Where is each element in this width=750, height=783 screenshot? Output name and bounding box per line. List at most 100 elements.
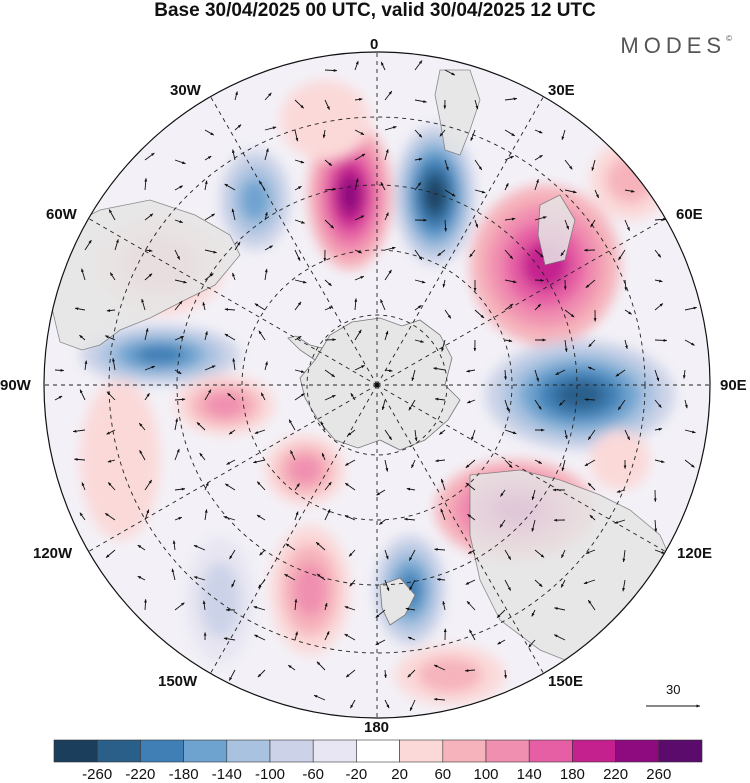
wind-vector xyxy=(350,392,356,401)
wind-vector xyxy=(257,669,266,678)
wind-vector xyxy=(344,515,356,521)
colorbar-swatch xyxy=(53,739,98,763)
wind-vector xyxy=(354,129,365,136)
wind-vector xyxy=(555,369,566,376)
colorbar-swatch xyxy=(183,739,228,763)
wind-vector xyxy=(588,339,596,348)
wind-vector xyxy=(504,369,507,380)
colorbar-swatch xyxy=(528,739,573,763)
wind-vector xyxy=(587,429,596,441)
wind-vector xyxy=(294,369,305,373)
wind-vector xyxy=(534,459,543,464)
wind-vector xyxy=(504,129,516,137)
wind-vector xyxy=(144,328,149,341)
wind-vector xyxy=(464,669,476,672)
wind-vector xyxy=(224,483,236,491)
wind-vector xyxy=(264,148,269,161)
wind-vector xyxy=(380,299,386,311)
wind-vector xyxy=(324,99,330,110)
wind-vector xyxy=(324,630,330,641)
wind-vector xyxy=(499,519,506,528)
wind-vector xyxy=(470,129,476,142)
wind-vector xyxy=(531,519,536,532)
wind-vector xyxy=(204,155,212,161)
colorbar-tick-label: 60 xyxy=(434,766,452,783)
wind-vector xyxy=(587,599,596,611)
wind-vector xyxy=(254,429,266,434)
wind-vector xyxy=(107,482,116,491)
wind-vector xyxy=(204,129,215,136)
anomaly-contour xyxy=(134,345,186,365)
wind-vector xyxy=(409,699,416,712)
wind-vector xyxy=(474,219,479,228)
colorbar-swatch xyxy=(356,739,400,763)
wind-vector xyxy=(624,429,631,441)
wind-vector xyxy=(106,429,116,435)
wind-vector xyxy=(440,508,446,521)
wind-vector xyxy=(534,399,542,410)
wind-vector xyxy=(256,514,266,521)
wind-vector xyxy=(497,639,506,645)
map-title: Base 30/04/2025 00 UTC, valid 30/04/2025… xyxy=(154,0,596,21)
wind-vector xyxy=(264,92,272,101)
wind-vector xyxy=(344,606,356,611)
wind-vector xyxy=(174,448,180,461)
wind-vector xyxy=(347,429,356,436)
wind-vector xyxy=(444,69,456,76)
wind-vector xyxy=(564,309,575,318)
lon-label-150w: 150W xyxy=(158,673,198,690)
graticule xyxy=(44,52,710,718)
wind-vector xyxy=(144,365,156,371)
wind-vector xyxy=(349,579,356,587)
wind-vector xyxy=(384,669,387,679)
wind-vector xyxy=(561,129,566,141)
anomaly-contour xyxy=(555,380,605,410)
wind-vector xyxy=(294,219,305,224)
wind-vector xyxy=(624,219,630,231)
wind-vector xyxy=(234,241,241,251)
wind-vector xyxy=(79,389,86,401)
wind-vector xyxy=(84,239,92,251)
wind-vector xyxy=(384,330,389,341)
wind-vector xyxy=(380,61,386,71)
wind-vector xyxy=(618,249,626,261)
wind-vector xyxy=(354,329,362,341)
lon-label-30e: 30E xyxy=(548,82,575,99)
wind-vector xyxy=(654,549,666,554)
wind-vector xyxy=(433,697,446,701)
wind-vector xyxy=(467,549,476,554)
wind-vector xyxy=(324,602,328,611)
wind-vector xyxy=(560,249,566,257)
wind-vector xyxy=(54,368,65,372)
wind-vector xyxy=(469,629,476,641)
anomaly-contour xyxy=(417,657,483,693)
wind-vector xyxy=(434,397,446,401)
wind-vector xyxy=(174,335,185,341)
wind-vector xyxy=(174,516,183,521)
wind-vector xyxy=(258,330,266,341)
wind-vector xyxy=(202,600,206,611)
wind-vector xyxy=(384,90,393,101)
wind-vector xyxy=(108,209,116,221)
wind-vector xyxy=(442,600,446,611)
wind-vector xyxy=(315,541,326,551)
wind-vector xyxy=(344,482,356,491)
wind-vector xyxy=(252,459,266,464)
wind-vector xyxy=(226,459,236,465)
wind-vector xyxy=(324,219,335,229)
wind-vector xyxy=(144,177,148,191)
wind-vector xyxy=(560,579,566,588)
wind-vector xyxy=(411,369,416,382)
wind-vector xyxy=(81,482,86,491)
wind-vector xyxy=(622,579,626,592)
wind-vector xyxy=(324,279,332,287)
anomaly-contour xyxy=(339,175,361,215)
wind-vector xyxy=(264,126,277,131)
wind-vector xyxy=(72,429,86,433)
wind-vector xyxy=(174,487,186,491)
wind-vector xyxy=(414,339,425,343)
wind-vector xyxy=(287,664,296,671)
wind-vector xyxy=(294,99,305,109)
brand-name: MODES xyxy=(620,33,727,58)
wind-vector xyxy=(231,208,236,221)
